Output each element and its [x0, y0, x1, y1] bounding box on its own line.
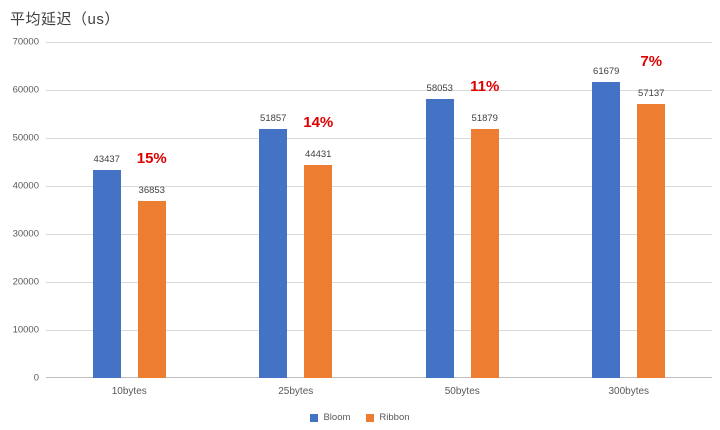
x-axis-category-label: 10bytes	[111, 386, 147, 397]
legend-swatch-icon	[310, 413, 319, 422]
gridline	[46, 234, 712, 235]
bar-value-label: 44431	[305, 148, 332, 160]
legend-swatch-icon	[366, 413, 375, 422]
legend-item-ribbon: Ribbon	[366, 412, 410, 423]
bar-bloom-25bytes	[259, 129, 288, 378]
y-axis-tick-label: 40000	[12, 180, 39, 192]
bar-bloom-300bytes	[592, 81, 621, 378]
x-axis-line	[46, 377, 712, 378]
bar-bloom-50bytes	[425, 99, 454, 378]
improvement-annotation: 11%	[470, 77, 500, 95]
chart-title: 平均延迟（us）	[10, 11, 120, 28]
x-axis-category-label: 300bytes	[608, 386, 650, 397]
y-axis-tick-label: 0	[33, 372, 39, 384]
bar-bloom-10bytes	[92, 169, 121, 378]
bar-value-label: 43437	[93, 153, 120, 165]
bar-value-label: 61679	[593, 65, 620, 77]
y-axis-tick-label: 10000	[12, 324, 39, 336]
plot-area: 0 10000 20000 30000 40000 50000 60000 70000 4343…	[13, 37, 713, 397]
improvement-annotation: 15%	[136, 150, 167, 168]
improvement-annotation: 14%	[303, 113, 334, 131]
y-axis-tick-label: 70000	[12, 36, 39, 48]
bar-group-300bytes: 61679 57137 7% 300bytes	[546, 42, 713, 397]
legend: Bloom Ribbon	[0, 412, 720, 423]
bar-ribbon-25bytes	[304, 164, 333, 378]
legend-label: Bloom	[323, 412, 351, 423]
x-axis-category-label: 25bytes	[278, 386, 314, 397]
bar-group-50bytes: 58053 51879 11% 50bytes	[379, 42, 546, 397]
bar-value-label: 57137	[638, 87, 665, 99]
bar-ribbon-50bytes	[470, 128, 499, 378]
gridline	[46, 186, 712, 187]
gridline	[46, 282, 712, 283]
bar-ribbon-10bytes	[137, 201, 166, 378]
gridline	[46, 90, 712, 91]
bar-group-25bytes: 51857 44431 14% 25bytes	[213, 42, 380, 397]
x-axis-category-label: 50bytes	[444, 386, 480, 397]
y-axis-tick-label: 50000	[12, 132, 39, 144]
bar-value-label: 58053	[426, 83, 453, 95]
y-axis-tick-label: 20000	[12, 276, 39, 288]
y-axis-tick-label: 30000	[12, 228, 39, 240]
legend-label: Ribbon	[379, 412, 410, 423]
gridline	[46, 42, 712, 43]
bar-value-label: 51857	[260, 113, 287, 125]
improvement-annotation: 7%	[640, 52, 663, 70]
legend-item-bloom: Bloom	[310, 412, 350, 423]
bar-value-label: 36853	[138, 185, 165, 197]
gridline	[46, 330, 712, 331]
bar-value-label: 51879	[471, 112, 498, 124]
gridline	[46, 138, 712, 139]
bar-ribbon-300bytes	[637, 103, 666, 378]
y-axis-tick-label: 60000	[12, 84, 39, 96]
bar-group-10bytes: 43437 36853 15% 10bytes	[46, 42, 213, 397]
